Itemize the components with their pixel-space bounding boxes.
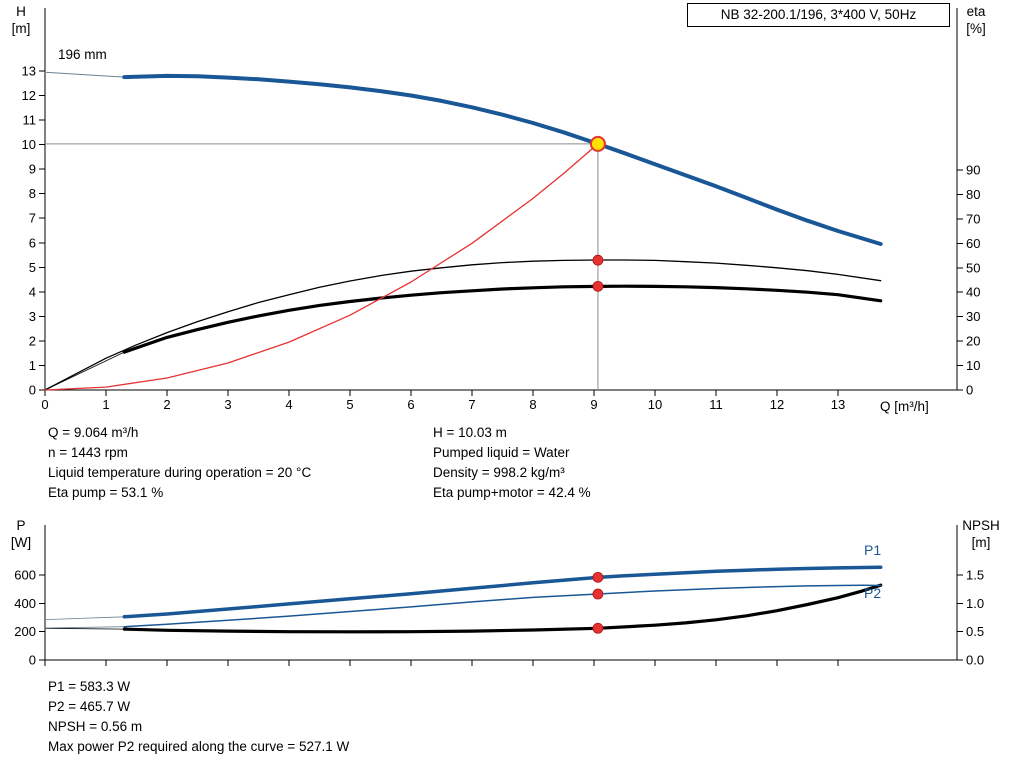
info-line-p2: P2 = 465.7 W [48,699,131,714]
p-axis-label: P [16,518,26,533]
curve-npsh [122,583,883,634]
tick-label: 12 [22,88,36,103]
tick-label: 8 [29,186,36,201]
q-axis-label: Q [m³/h] [880,399,929,414]
info-line-n: n = 1443 rpm [48,445,128,460]
tick-label: 0.0 [966,653,984,668]
operating-point-dot [592,571,604,583]
curve-p1 [122,565,883,619]
curve-p2 [123,584,882,628]
tick-label: 70 [966,211,980,226]
tick-label: 13 [831,397,845,412]
axis-frame [44,8,958,391]
tick-label: 12 [770,397,784,412]
tick-label: 9 [590,397,597,412]
tick-label: 4 [29,284,36,299]
p-axis-unit: [W] [10,535,32,550]
operating-data-left: Q = 9.064 m³/h n = 1443 rpm Liquid tempe… [48,425,311,505]
tick-label: 600 [14,568,36,583]
info-line-liquid: Pumped liquid = Water [433,445,570,460]
eta-axis-label: eta [966,4,986,19]
curve-system-curve [44,143,599,391]
operating-point-dot [592,588,604,600]
tick-label: 11 [23,113,37,128]
info-line-temp: Liquid temperature during operation = 20… [48,465,312,480]
tick-label: 1 [29,358,36,373]
operating-point-dot [592,622,604,634]
tick-label: 4 [285,397,292,412]
tick-label: 2 [29,333,36,348]
curve-eta-pump [44,259,882,391]
h-axis-label: H [16,4,26,19]
tick-label: 40 [966,285,980,300]
tick-label: 6 [407,397,414,412]
tick-label: 80 [966,187,980,202]
info-line-q: Q = 9.064 m³/h [48,425,139,440]
tick-label: 9 [29,162,36,177]
npsh-axis-unit: [m] [971,535,991,550]
tick-label: 10 [22,137,36,152]
curve-p2-lead [44,626,125,629]
tick-label: 10 [966,358,980,373]
curve-npsh-lead [44,627,125,630]
curve-p1-lead [44,616,125,620]
operating-data-right: H = 10.03 m Pumped liquid = Water Densit… [433,425,591,505]
power-npsh-chart[interactable]: 0 200 400 600 0.0 0.5 1.0 1.5 [0,515,1024,675]
p2-curve-label: P2 [864,585,882,601]
tick-label: 0.5 [966,624,984,639]
info-line-eta-pump: Eta pump = 53.1 % [48,485,164,500]
pump-title: NB 32-200.1/196, 3*400 V, 50Hz [720,7,917,22]
tick-label: 1.0 [966,596,984,611]
p1-curve-label: P1 [864,542,882,558]
tick-label: 2 [163,397,170,412]
tick-label: 8 [529,397,536,412]
impeller-diameter-label: 196 mm [58,47,107,62]
info-line-maxp2: Max power P2 required along the curve = … [48,739,350,754]
eta-axis-unit: [%] [966,21,986,36]
info-line-eta-total: Eta pump+motor = 42.4 % [433,485,591,500]
tick-label: 60 [966,236,980,251]
tick-label: 11 [709,397,723,412]
tick-label: 0 [41,397,48,412]
tick-label: 0 [29,653,36,668]
h-axis-unit: [m] [11,21,31,36]
tick-label: 7 [468,397,475,412]
tick-label: 50 [966,260,980,275]
info-line-p1: P1 = 583.3 W [48,679,131,694]
tick-label: 1.5 [966,568,984,583]
tick-label: 400 [14,596,36,611]
operating-point-dot [592,254,604,266]
npsh-axis-label: NPSH [962,518,1000,533]
curve-h-curve [122,73,883,246]
tick-label: 0 [966,383,973,398]
axis-frame [44,525,958,661]
tick-label: 200 [14,624,36,639]
tick-label: 3 [29,309,36,324]
curve-h-curve-lead [44,71,125,78]
info-line-h: H = 10.03 m [433,425,507,440]
info-line-density: Density = 998.2 kg/m³ [433,465,565,480]
tick-label: 0 [29,383,36,398]
tick-label: 5 [29,260,36,275]
tick-label: 30 [966,309,980,324]
tick-label: 5 [346,397,353,412]
tick-label: 13 [22,64,36,79]
tick-label: 1 [102,397,109,412]
tick-label: 20 [966,334,980,349]
tick-label: 3 [224,397,231,412]
tick-label: 90 [966,163,980,178]
tick-label: 7 [29,211,36,226]
tick-label: 10 [648,397,662,412]
info-line-npsh: NPSH = 0.56 m [48,719,143,734]
duty-point-marker [589,135,606,152]
tick-label: 6 [29,235,36,250]
curve-eta-pump-motor [122,284,883,354]
power-data-block: P1 = 583.3 W P2 = 465.7 W NPSH = 0.56 m … [48,679,349,759]
pump-title-box: NB 32-200.1/196, 3*400 V, 50Hz [687,3,950,27]
operating-point-dot [592,280,604,292]
